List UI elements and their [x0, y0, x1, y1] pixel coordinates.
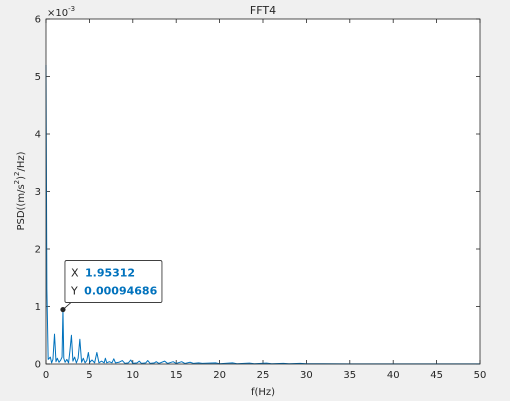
- axes-background[interactable]: [46, 19, 480, 364]
- x-tick-label: 45: [430, 370, 443, 381]
- x-tick-label: 10: [126, 370, 139, 381]
- y-tick-label: 4: [35, 130, 41, 141]
- y-tick-label: 5: [35, 72, 41, 83]
- x-tick-label: 40: [387, 370, 400, 381]
- y-tick-label: 2: [35, 245, 41, 256]
- x-tick-label: 50: [474, 370, 487, 381]
- x-tick-label: 5: [86, 370, 92, 381]
- axes-box: [45, 18, 481, 365]
- series-line[interactable]: [45, 64, 480, 365]
- x-tick-label: 30: [300, 370, 313, 381]
- datatip-x-key: X: [71, 267, 79, 280]
- x-tick-label: 25: [257, 370, 270, 381]
- y-tick-label: 3: [35, 187, 41, 198]
- datatip-box[interactable]: [64, 260, 163, 303]
- svg-text:PSD((m/s2)2/Hz): PSD((m/s2)2/Hz): [13, 151, 27, 230]
- chart-title: FFT4: [250, 4, 276, 17]
- datatip-x-value: 1.95312: [85, 267, 135, 280]
- y-tick-label: 6: [35, 15, 41, 26]
- x-tick-label: 15: [170, 370, 183, 381]
- x-tick-label: 35: [343, 370, 356, 381]
- x-tick-label: 20: [213, 370, 226, 381]
- datatip-x-row: X 1.95312: [71, 267, 135, 280]
- datatip-y-key: Y: [70, 285, 78, 298]
- datatip[interactable]: X 1.95312 Y 0.00094686: [60, 260, 163, 313]
- y-tick-label: 0: [35, 360, 41, 371]
- x-tick-label: 0: [43, 370, 49, 381]
- y-axis-label: PSD((m/s2)2/Hz): [13, 151, 27, 230]
- y-exponent-label: ×10-3: [47, 5, 75, 19]
- svg-text:×10-3: ×10-3: [47, 5, 75, 19]
- datatip-y-value: 0.00094686: [84, 285, 157, 298]
- datatip-y-row: Y 0.00094686: [70, 285, 158, 298]
- datatip-marker[interactable]: [60, 306, 66, 313]
- y-tick-label: 1: [35, 302, 41, 313]
- x-axis-label: f(Hz): [251, 387, 275, 398]
